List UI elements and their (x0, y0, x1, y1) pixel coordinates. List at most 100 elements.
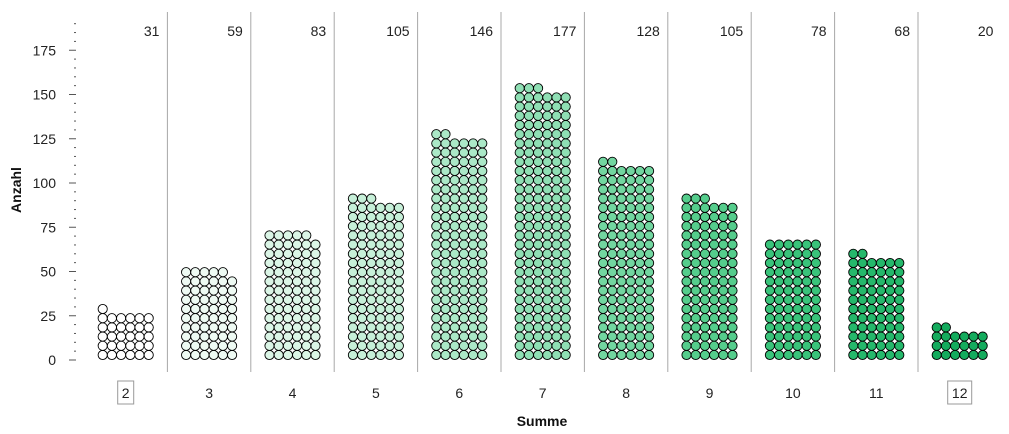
dot (208, 294, 219, 305)
dot (968, 331, 979, 342)
dot (199, 294, 210, 305)
dot (366, 313, 377, 324)
count-label: 68 (894, 23, 910, 39)
dot (727, 276, 738, 287)
dot (458, 294, 469, 305)
dot (384, 331, 395, 342)
dot (774, 340, 785, 351)
dot (681, 193, 692, 204)
dot (866, 257, 877, 269)
dot (458, 267, 469, 278)
dot (468, 230, 479, 241)
dot (106, 313, 117, 324)
dot (690, 294, 701, 305)
dot (514, 248, 525, 259)
dot (551, 129, 562, 140)
dot (431, 322, 442, 333)
dot (542, 294, 553, 305)
dot (449, 276, 460, 287)
dot (440, 322, 451, 333)
dot (116, 349, 127, 361)
dot (727, 285, 738, 296)
dot (468, 294, 479, 305)
dot (598, 239, 609, 250)
dot (264, 257, 275, 269)
dot (560, 221, 571, 232)
dot (431, 257, 442, 269)
dot (181, 349, 192, 361)
dot (542, 221, 553, 232)
dot (598, 248, 609, 259)
dot (690, 193, 701, 204)
dot (523, 156, 534, 167)
dot (644, 257, 655, 269)
dot (792, 285, 803, 296)
dot (310, 331, 321, 342)
dot (616, 248, 627, 259)
dot (616, 184, 627, 195)
dot (551, 221, 562, 232)
dot (542, 184, 553, 195)
dot (310, 303, 321, 315)
dot (514, 147, 525, 158)
dot (366, 257, 377, 269)
dot (801, 276, 812, 287)
dot (533, 230, 544, 241)
dot-column-8 (598, 156, 655, 361)
dot (560, 248, 571, 259)
dot (431, 313, 442, 324)
dot (431, 303, 442, 315)
dot (310, 285, 321, 296)
dot (533, 294, 544, 305)
dot (440, 257, 451, 269)
dot (533, 193, 544, 204)
dot (598, 303, 609, 315)
dot (458, 257, 469, 269)
dot (709, 331, 720, 342)
dot (616, 294, 627, 305)
dot (357, 193, 368, 204)
dot (560, 92, 571, 103)
dot (514, 184, 525, 195)
dot (533, 285, 544, 296)
dot (560, 331, 571, 342)
dot (393, 257, 404, 269)
dot (542, 156, 553, 167)
dot (181, 331, 192, 342)
dot (885, 340, 896, 351)
dot (310, 267, 321, 278)
dot (523, 175, 534, 186)
dot (273, 340, 284, 351)
dot-column-4 (264, 230, 321, 361)
dot (727, 331, 738, 342)
dot (431, 294, 442, 305)
dot (190, 313, 201, 324)
dot (431, 221, 442, 232)
column-dividers (166, 12, 919, 372)
dot (477, 156, 488, 167)
dot (366, 211, 377, 223)
dot (894, 349, 905, 361)
dot (634, 165, 645, 177)
dot (940, 322, 951, 333)
dot (477, 147, 488, 158)
dot (792, 322, 803, 333)
dot (273, 267, 284, 278)
dot (533, 257, 544, 269)
dot (468, 276, 479, 287)
dot (514, 313, 525, 324)
count-label: 83 (311, 23, 327, 39)
dot (616, 230, 627, 241)
dot (468, 340, 479, 351)
dot (607, 211, 618, 223)
dot (431, 285, 442, 296)
dot (514, 303, 525, 315)
count-label: 146 (470, 23, 494, 39)
dot (848, 331, 859, 342)
dot (616, 193, 627, 204)
dot (440, 138, 451, 149)
dot (699, 349, 710, 361)
dot (375, 349, 386, 361)
dot (181, 303, 192, 315)
dot (727, 349, 738, 361)
